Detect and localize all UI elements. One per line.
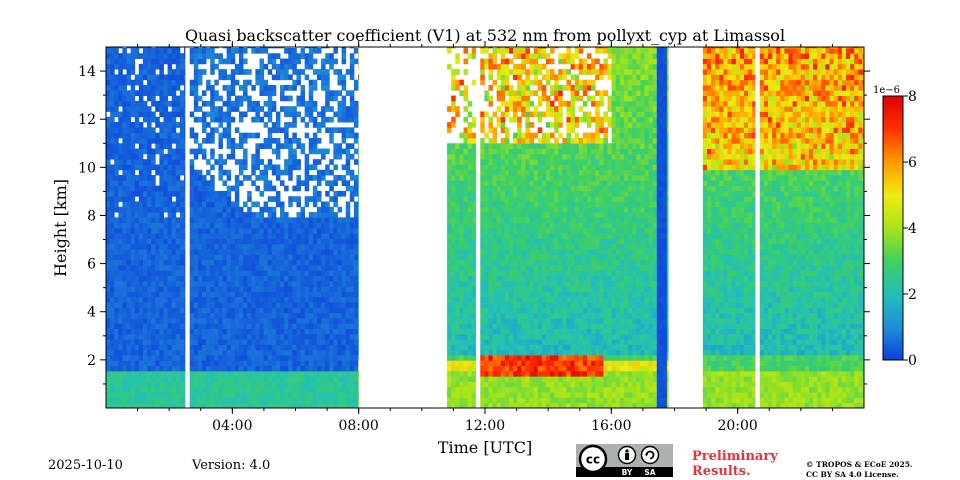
- y-tick-label: 6: [87, 257, 96, 273]
- colorbar-exponent: 1e−6: [873, 85, 900, 96]
- colorbar-tick-label: 4: [908, 221, 917, 237]
- sa-text: SA: [644, 468, 655, 477]
- preliminary-line-1: Preliminary: [692, 449, 778, 464]
- version-label: Version: 4.0: [192, 458, 271, 473]
- cc-text: cc: [586, 453, 600, 467]
- y-tick-label: 12: [78, 112, 96, 128]
- preliminary-line-2: Results.: [692, 464, 751, 479]
- colorbar-axis: 0 2 4 6 8: [903, 89, 917, 369]
- copyright-notice: © TROPOS & ECoE 2025. CC BY SA 4.0 Licen…: [806, 460, 913, 480]
- copyright-line-1: © TROPOS & ECoE 2025.: [806, 460, 913, 469]
- x-tick-label: 12:00: [465, 418, 505, 434]
- x-tick-label: 20:00: [717, 418, 757, 434]
- x-tick-label: 16:00: [591, 418, 631, 434]
- y-tick-label: 8: [87, 208, 96, 224]
- x-tick-label: 04:00: [212, 418, 252, 434]
- colorbar-tick-label: 2: [908, 287, 917, 303]
- date-label: 2025-10-10: [48, 458, 123, 473]
- sa-share-icon: [640, 445, 660, 465]
- cc-icon: [578, 444, 608, 474]
- x-axis-label: Time [UTC]: [438, 438, 532, 457]
- preliminary-results-note: Preliminary Results.: [692, 449, 778, 479]
- chart-title: Quasi backscatter coefficient (V1) at 53…: [185, 26, 785, 45]
- y-axis-label: Height [km]: [51, 179, 70, 277]
- cc-license-badge: cc BY SA: [576, 444, 673, 477]
- x-axis: 04:00 08:00 12:00 16:00 20:00: [137, 41, 833, 434]
- copyright-line-2: CC BY SA 4.0 License.: [806, 470, 899, 479]
- colorbar-tick-label: 6: [908, 155, 917, 171]
- by-text: BY: [622, 468, 633, 477]
- y-tick-label: 2: [87, 353, 96, 369]
- colorbar-tick-label: 0: [908, 353, 917, 369]
- y-tick-label: 4: [87, 305, 96, 321]
- y-tick-label: 10: [78, 160, 96, 176]
- heatmap-area: [106, 47, 864, 408]
- colorbar: [882, 95, 904, 361]
- y-axis: 2 4 6 8 10 12 14: [78, 64, 870, 385]
- colorbar-tick-label: 8: [908, 89, 917, 105]
- x-tick-label: 08:00: [338, 418, 378, 434]
- y-tick-label: 14: [78, 64, 96, 80]
